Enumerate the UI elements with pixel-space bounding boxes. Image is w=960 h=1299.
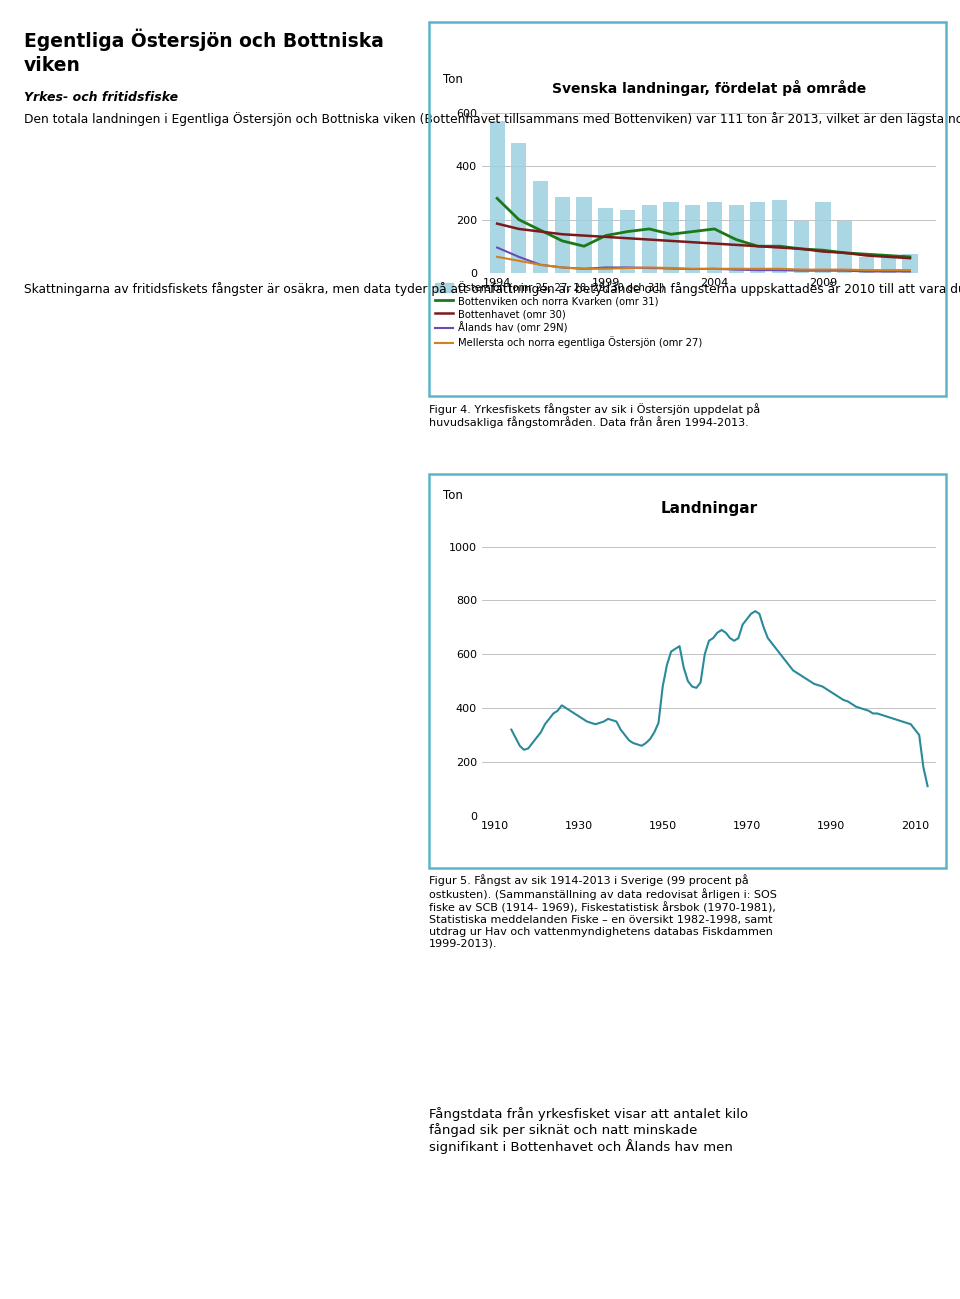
Bar [772,200,787,273]
Text: Fångstdata från yrkesfisket visar att antalet kilo
fångad sik per siknät och nat: Fångstdata från yrkesfisket visar att an… [429,1107,748,1155]
Text: Figur 4. Yrkesfiskets fångster av sik i Östersjön uppdelat på
huvudsakliga fångs: Figur 4. Yrkesfiskets fångster av sik i … [429,403,760,429]
Bar [750,203,765,273]
Title: Svenska landningar, fördelat på område: Svenska landningar, fördelat på område [552,81,866,96]
Bar [794,221,809,273]
Bar [685,205,700,273]
Bar [598,208,613,273]
Text: Skattningarna av fritidsfiskets fångster är osäkra, men data tyder på att omfatt: Skattningarna av fritidsfiskets fångster… [24,281,960,296]
Text: Yrkes- och fritidsfiske: Yrkes- och fritidsfiske [24,91,179,104]
Legend: Östersjön (omr 25, 27, 28, 29, 30 och 31), Bottenviken och norra Kvarken (omr 31: Östersjön (omr 25, 27, 28, 29, 30 och 31… [435,282,702,348]
Bar [620,210,636,273]
Bar [707,203,722,273]
Bar [859,257,874,273]
Bar [555,197,570,273]
Bar [641,205,657,273]
Bar [880,256,896,273]
Bar [902,255,918,273]
Bar [576,197,591,273]
Bar [837,221,852,273]
Text: Ton: Ton [444,73,463,86]
Bar [729,205,744,273]
Text: Ton: Ton [444,488,463,501]
Bar [815,203,830,273]
Title: Landningar: Landningar [660,500,757,516]
Bar [663,203,679,273]
Bar [533,181,548,273]
Bar [490,121,505,273]
Text: Figur 5. Fångst av sik 1914-2013 i Sverige (99 procent på
ostkusten). (Sammanstä: Figur 5. Fångst av sik 1914-2013 i Sveri… [429,874,777,948]
Text: Egentliga Östersjön och Bottniska
viken: Egentliga Östersjön och Bottniska viken [24,29,384,74]
Text: Den totala landningen i Egentliga Östersjön och Bottniska viken (Bottenhavet til: Den totala landningen i Egentliga Östers… [24,112,960,126]
Bar [512,143,526,273]
